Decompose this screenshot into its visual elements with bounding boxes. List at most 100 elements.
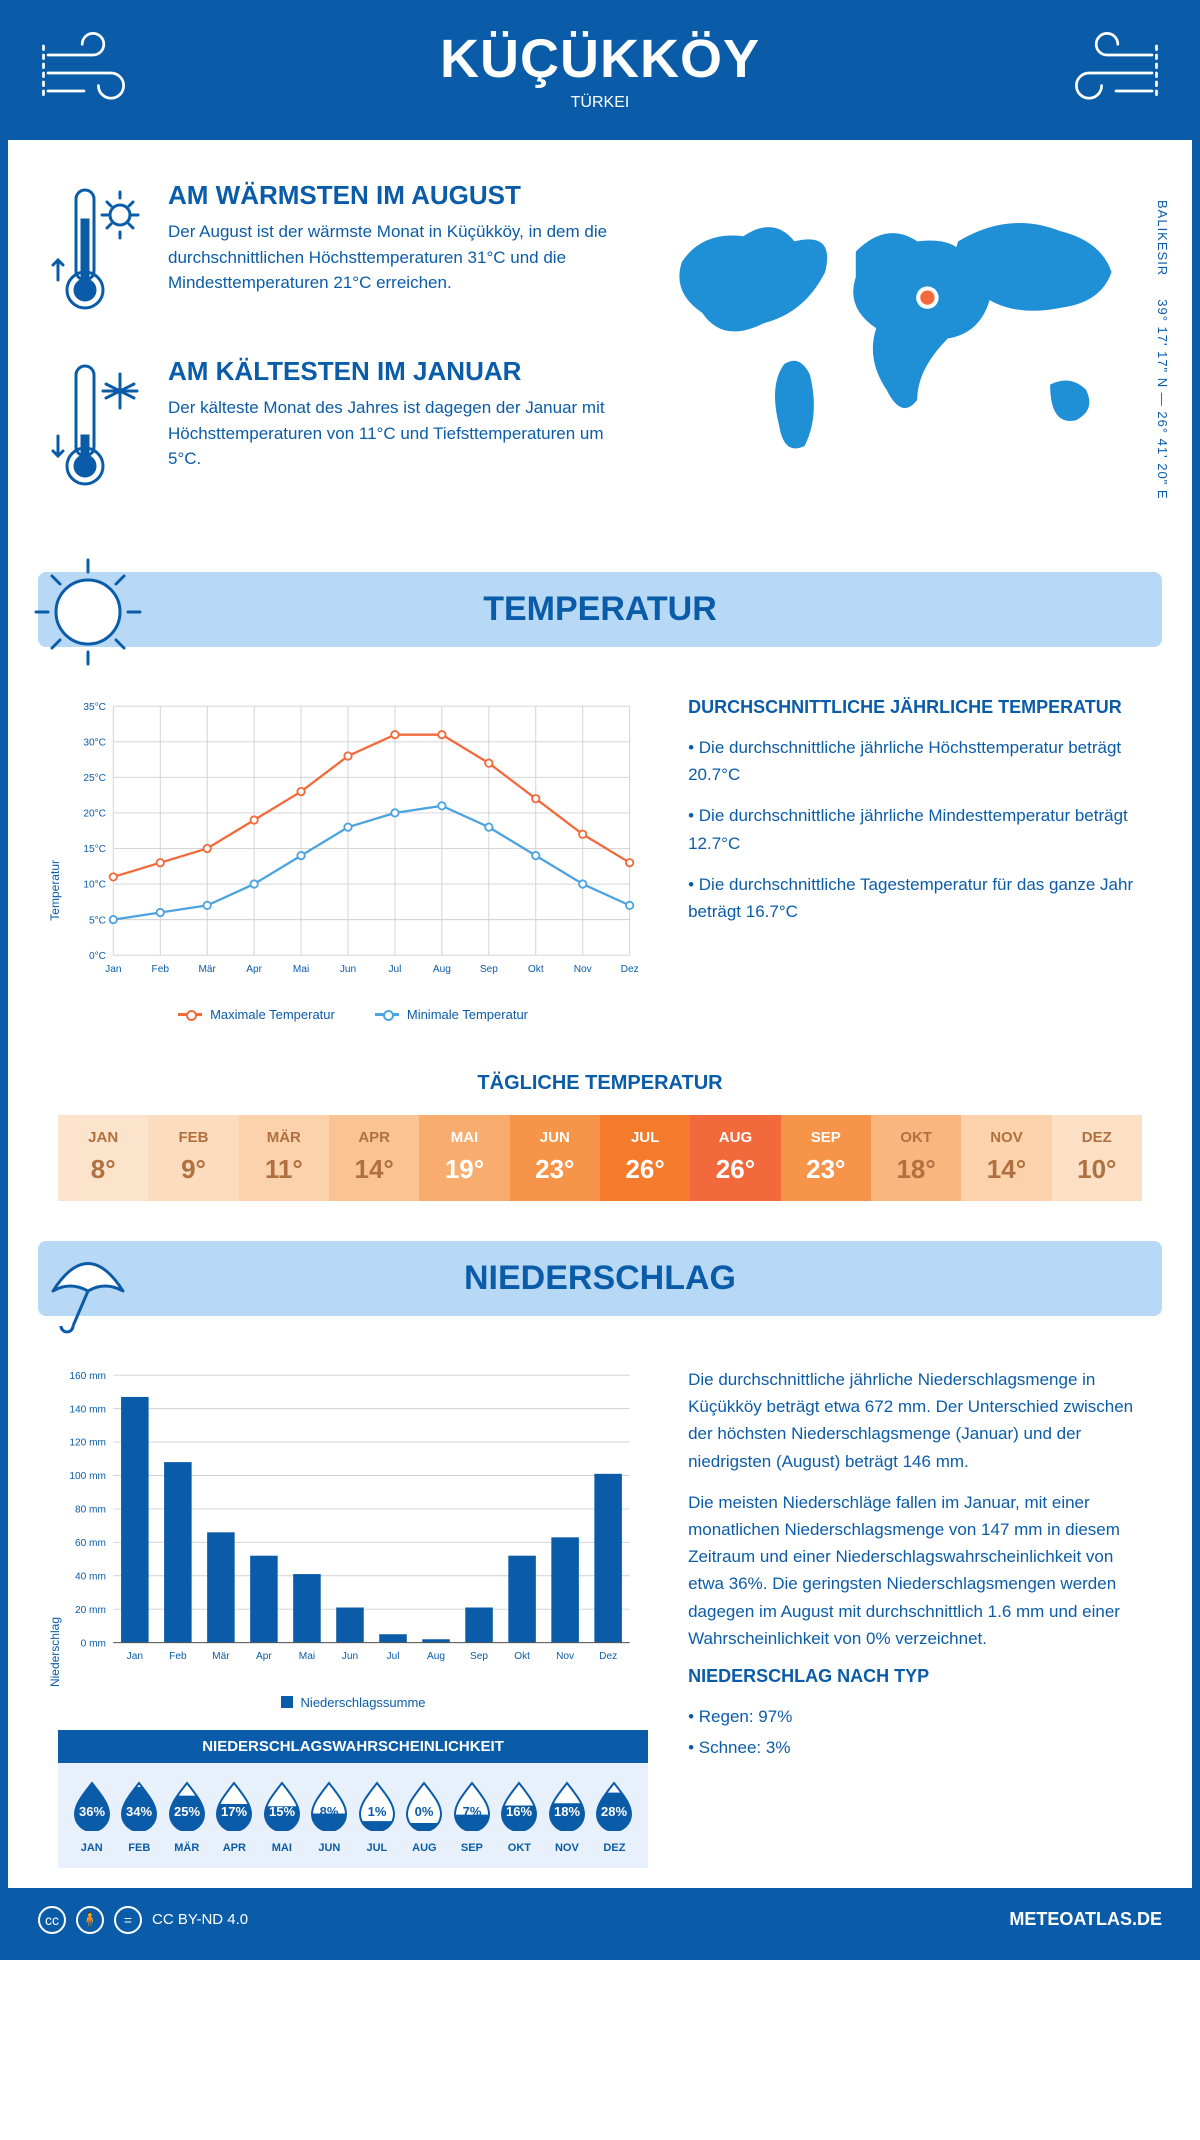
cc-icon: cc [38, 1906, 66, 1934]
svg-text:8%: 8% [320, 1804, 339, 1819]
thermometer-hot-icon [48, 180, 148, 320]
svg-text:Mär: Mär [198, 964, 216, 975]
svg-text:140 mm: 140 mm [69, 1404, 106, 1415]
brand: METEOATLAS.DE [1009, 1909, 1162, 1930]
by-icon: 🧍 [76, 1906, 104, 1934]
probability-drop: 16% OKT [496, 1779, 544, 1854]
svg-text:Jul: Jul [387, 1651, 400, 1662]
probability-header: NIEDERSCHLAGSWAHRSCHEINLICHKEIT [58, 1730, 648, 1763]
svg-text:20°C: 20°C [83, 809, 106, 820]
svg-text:Sep: Sep [470, 1651, 488, 1662]
temp-cell: DEZ10° [1052, 1115, 1142, 1201]
svg-text:7%: 7% [462, 1804, 481, 1819]
probability-drop: 25% MÄR [163, 1779, 211, 1854]
temperature-info: DURCHSCHNITTLICHE JÄHRLICHE TEMPERATUR •… [688, 697, 1142, 1022]
temp-cell: AUG26° [690, 1115, 780, 1201]
svg-text:Jul: Jul [388, 964, 401, 975]
svg-text:36%: 36% [79, 1804, 105, 1819]
svg-text:Sep: Sep [480, 964, 498, 975]
probability-drops: 36% JAN 34% FEB 25% MÄR 17% APR 15% MAI … [58, 1763, 648, 1868]
daily-temp-heading: TÄGLICHE TEMPERATUR [8, 1052, 1192, 1115]
svg-text:Mai: Mai [293, 964, 309, 975]
sun-icon [28, 552, 148, 672]
svg-text:0°C: 0°C [89, 951, 106, 962]
precipitation-bar-chart: Niederschlag 0 mm20 mm40 mm60 mm80 mm100… [58, 1366, 648, 1867]
coldest-text: Der kälteste Monat des Jahres ist dagege… [168, 395, 611, 472]
footer: cc 🧍 = CC BY-ND 4.0 METEOATLAS.DE [8, 1888, 1192, 1952]
temp-cell: OKT18° [871, 1115, 961, 1201]
svg-text:Aug: Aug [427, 1651, 445, 1662]
svg-text:120 mm: 120 mm [69, 1438, 106, 1449]
temp-cell: SEP23° [781, 1115, 871, 1201]
precipitation-info: Die durchschnittliche jährliche Niedersc… [688, 1366, 1142, 1867]
svg-text:Okt: Okt [514, 1651, 530, 1662]
probability-drop: 17% APR [211, 1779, 259, 1854]
probability-drop: 36% JAN [68, 1779, 116, 1854]
temp-cell: NOV14° [961, 1115, 1051, 1201]
world-map: BALIKESIR 39° 17' 17" N — 26° 41' 20" E [641, 180, 1152, 532]
probability-drop: 28% DEZ [591, 1779, 639, 1854]
temperature-line-chart: Temperatur 0°C5°C10°C15°C20°C25°C30°C35°… [58, 697, 648, 1022]
svg-text:1%: 1% [367, 1804, 386, 1819]
wind-icon-left [38, 28, 148, 118]
svg-text:0 mm: 0 mm [81, 1638, 106, 1649]
svg-text:17%: 17% [221, 1804, 247, 1819]
probability-drop: 15% MAI [258, 1779, 306, 1854]
top-section: AM WÄRMSTEN IM AUGUST Der August ist der… [8, 140, 1192, 552]
svg-text:Jun: Jun [340, 964, 356, 975]
svg-text:80 mm: 80 mm [75, 1505, 106, 1516]
svg-text:Feb: Feb [169, 1651, 187, 1662]
svg-text:Apr: Apr [256, 1651, 272, 1662]
svg-text:Apr: Apr [246, 964, 262, 975]
svg-text:Jun: Jun [342, 1651, 358, 1662]
probability-drop: 0% AUG [401, 1779, 449, 1854]
probability-drop: 34% FEB [116, 1779, 164, 1854]
thermometer-cold-icon [48, 356, 148, 496]
city-title: KÜÇÜKKÖY [8, 28, 1192, 90]
temp-cell: JAN8° [58, 1115, 148, 1201]
nd-icon: = [114, 1906, 142, 1934]
temp-chart-legend: .lsw[style*='f26a3c']::after{border:2px … [58, 1007, 648, 1022]
svg-text:5°C: 5°C [89, 915, 106, 926]
svg-text:Dez: Dez [621, 964, 639, 975]
daily-temperature-band: JAN8°FEB9°MÄR11°APR14°MAI19°JUN23°JUL26°… [58, 1115, 1142, 1201]
svg-text:15%: 15% [269, 1804, 295, 1819]
svg-text:Nov: Nov [556, 1651, 575, 1662]
svg-text:25%: 25% [174, 1804, 200, 1819]
svg-text:60 mm: 60 mm [75, 1538, 106, 1549]
temp-cell: MÄR11° [239, 1115, 329, 1201]
wind-icon-right [1052, 28, 1162, 118]
svg-text:Dez: Dez [599, 1651, 617, 1662]
svg-text:35°C: 35°C [83, 702, 106, 713]
temp-cell: APR14° [329, 1115, 419, 1201]
svg-text:Mai: Mai [299, 1651, 315, 1662]
precipitation-section-header: NIEDERSCHLAG [38, 1241, 1162, 1316]
svg-text:160 mm: 160 mm [69, 1371, 106, 1382]
svg-text:25°C: 25°C [83, 773, 106, 784]
warmest-text: Der August ist der wärmste Monat in Küçü… [168, 219, 611, 296]
svg-text:Jan: Jan [127, 1651, 143, 1662]
temp-cell: FEB9° [148, 1115, 238, 1201]
warmest-title: AM WÄRMSTEN IM AUGUST [168, 180, 611, 211]
coldest-row: AM KÄLTESTEN IM JANUAR Der kälteste Mona… [48, 356, 611, 496]
svg-text:0%: 0% [415, 1804, 434, 1819]
svg-text:20 mm: 20 mm [75, 1605, 106, 1616]
svg-text:34%: 34% [126, 1804, 152, 1819]
svg-text:Jan: Jan [105, 964, 121, 975]
license: cc 🧍 = CC BY-ND 4.0 [38, 1906, 248, 1934]
temperature-section-header: TEMPERATUR [38, 572, 1162, 647]
svg-text:30°C: 30°C [83, 737, 106, 748]
probability-drop: 7% SEP [448, 1779, 496, 1854]
svg-text:15°C: 15°C [83, 844, 106, 855]
svg-text:100 mm: 100 mm [69, 1471, 106, 1482]
svg-text:28%: 28% [601, 1804, 627, 1819]
svg-text:Nov: Nov [574, 964, 593, 975]
header: KÜÇÜKKÖY TÜRKEI [8, 8, 1192, 140]
svg-text:10°C: 10°C [83, 880, 106, 891]
temp-cell: JUL26° [600, 1115, 690, 1201]
country-subtitle: TÜRKEI [8, 94, 1192, 112]
temp-cell: MAI19° [419, 1115, 509, 1201]
coldest-title: AM KÄLTESTEN IM JANUAR [168, 356, 611, 387]
svg-text:Mär: Mär [212, 1651, 230, 1662]
umbrella-icon [28, 1221, 148, 1341]
